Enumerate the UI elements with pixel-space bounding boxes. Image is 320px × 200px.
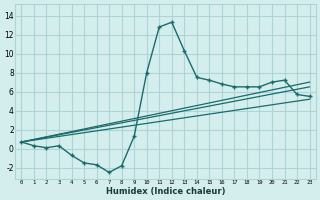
X-axis label: Humidex (Indice chaleur): Humidex (Indice chaleur) — [106, 187, 225, 196]
